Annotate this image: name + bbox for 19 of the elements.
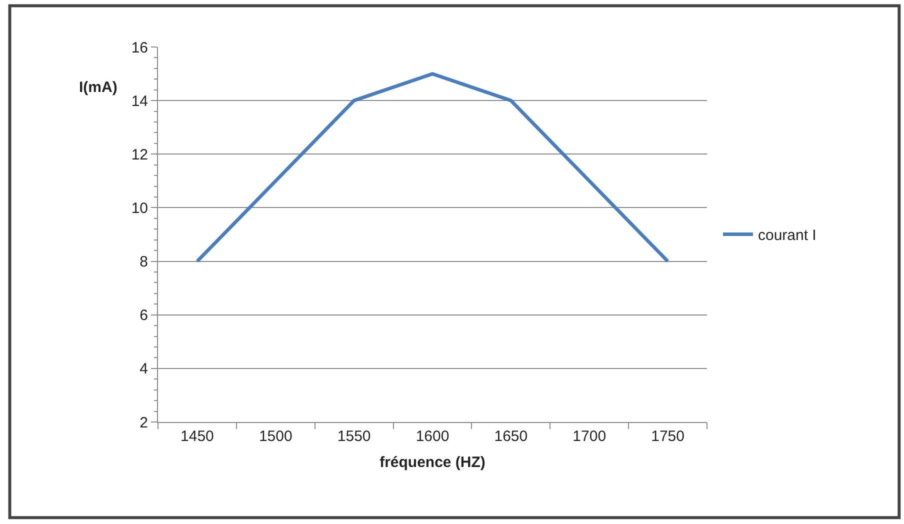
x-tick-label: 1500: [258, 428, 292, 445]
y-tick-label: 12: [131, 146, 148, 164]
x-axis-title: fréquence (HZ): [380, 454, 486, 471]
x-tick-label: 1750: [651, 428, 684, 445]
x-tick-label: 1700: [572, 428, 606, 445]
y-tick-label: 10: [131, 200, 148, 217]
x-tick-label: 1550: [337, 428, 371, 445]
y-axis-title: I(mA): [79, 79, 118, 96]
y-tick-label: 2: [140, 414, 148, 432]
legend-label: courant I: [758, 227, 816, 244]
y-tick-label: 8: [140, 254, 148, 271]
x-tick-label: 1600: [416, 428, 450, 445]
y-tick-label: 16: [131, 39, 148, 56]
y-tick-label: 6: [140, 307, 148, 324]
y-tick-label: 4: [140, 360, 148, 378]
y-tick-label: 14: [131, 92, 148, 110]
line-series: [195, 72, 670, 264]
x-tick-label: 1450: [180, 428, 214, 445]
x-tick-label: 1650: [494, 428, 528, 445]
